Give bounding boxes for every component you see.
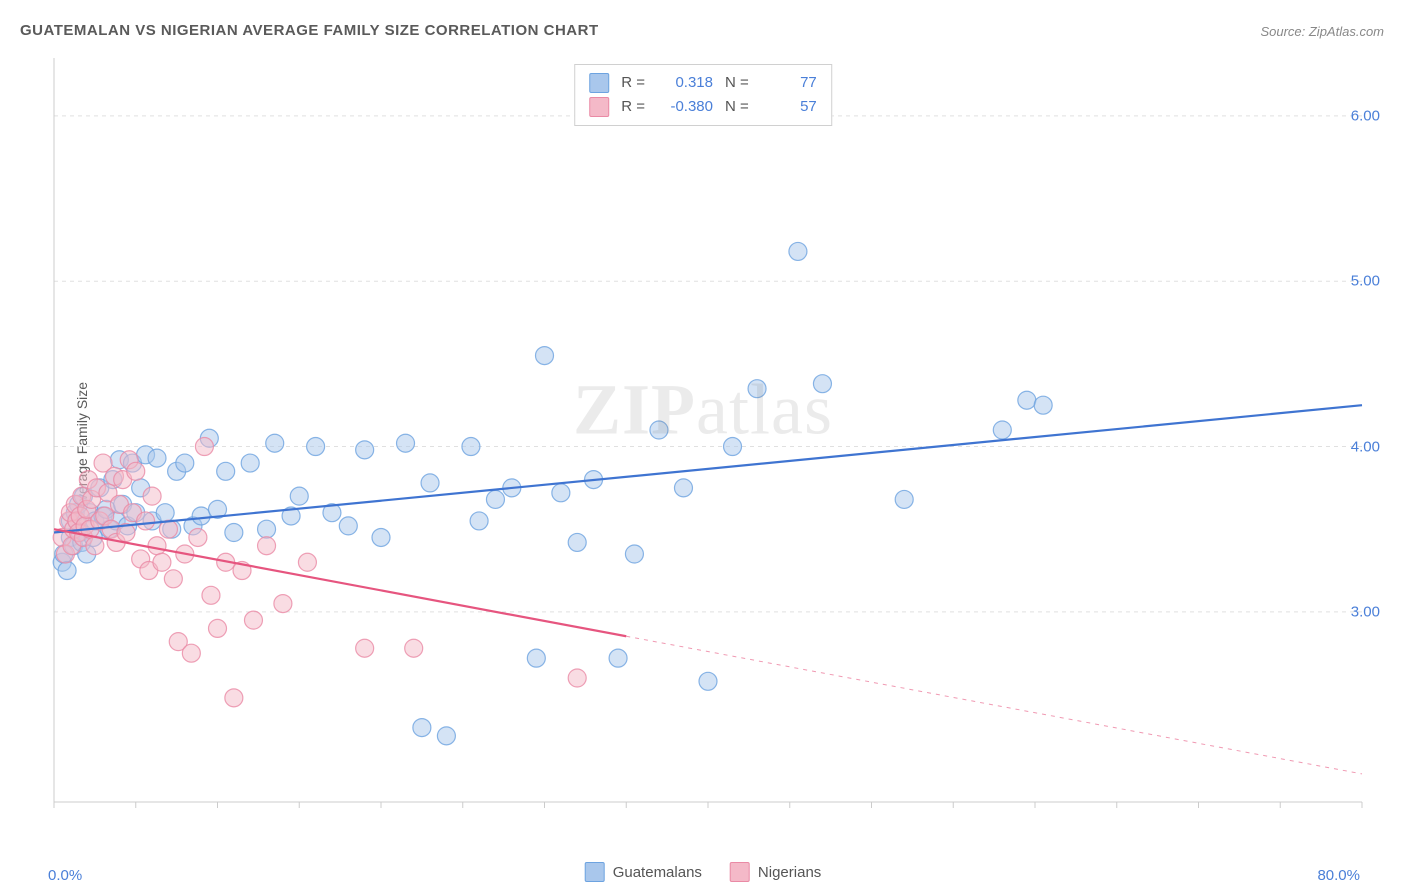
n-label: N = — [725, 95, 749, 119]
series-legend: Guatemalans Nigerians — [585, 862, 822, 882]
y-tick-label: 4.00 — [1351, 438, 1380, 455]
scatter-plot — [50, 58, 1366, 830]
chart-title: GUATEMALAN VS NIGERIAN AVERAGE FAMILY SI… — [20, 22, 599, 39]
y-tick-label: 6.00 — [1351, 107, 1380, 124]
correlation-legend: R = 0.318 N = 77 R = -0.380 N = 57 — [574, 64, 832, 126]
legend-label-guatemalans: Guatemalans — [613, 864, 702, 881]
swatch-nigerians — [730, 862, 750, 882]
swatch-guatemalans — [585, 862, 605, 882]
legend-item-guatemalans: Guatemalans — [585, 862, 702, 882]
r-label: R = — [621, 95, 645, 119]
y-tick-label: 5.00 — [1351, 273, 1380, 290]
x-axis-max-label: 80.0% — [1317, 867, 1360, 884]
legend-row-guatemalans: R = 0.318 N = 77 — [589, 71, 817, 95]
r-value-nigerians: -0.380 — [657, 95, 713, 119]
n-value-nigerians: 57 — [761, 95, 817, 119]
y-tick-label: 3.00 — [1351, 603, 1380, 620]
swatch-guatemalans — [589, 73, 609, 93]
n-value-guatemalans: 77 — [761, 71, 817, 95]
x-axis-min-label: 0.0% — [48, 867, 82, 884]
legend-label-nigerians: Nigerians — [758, 864, 821, 881]
legend-item-nigerians: Nigerians — [730, 862, 821, 882]
legend-row-nigerians: R = -0.380 N = 57 — [589, 95, 817, 119]
source-label: Source: ZipAtlas.com — [1260, 24, 1384, 39]
r-label: R = — [621, 71, 645, 95]
r-value-guatemalans: 0.318 — [657, 71, 713, 95]
n-label: N = — [725, 71, 749, 95]
swatch-nigerians — [589, 97, 609, 117]
